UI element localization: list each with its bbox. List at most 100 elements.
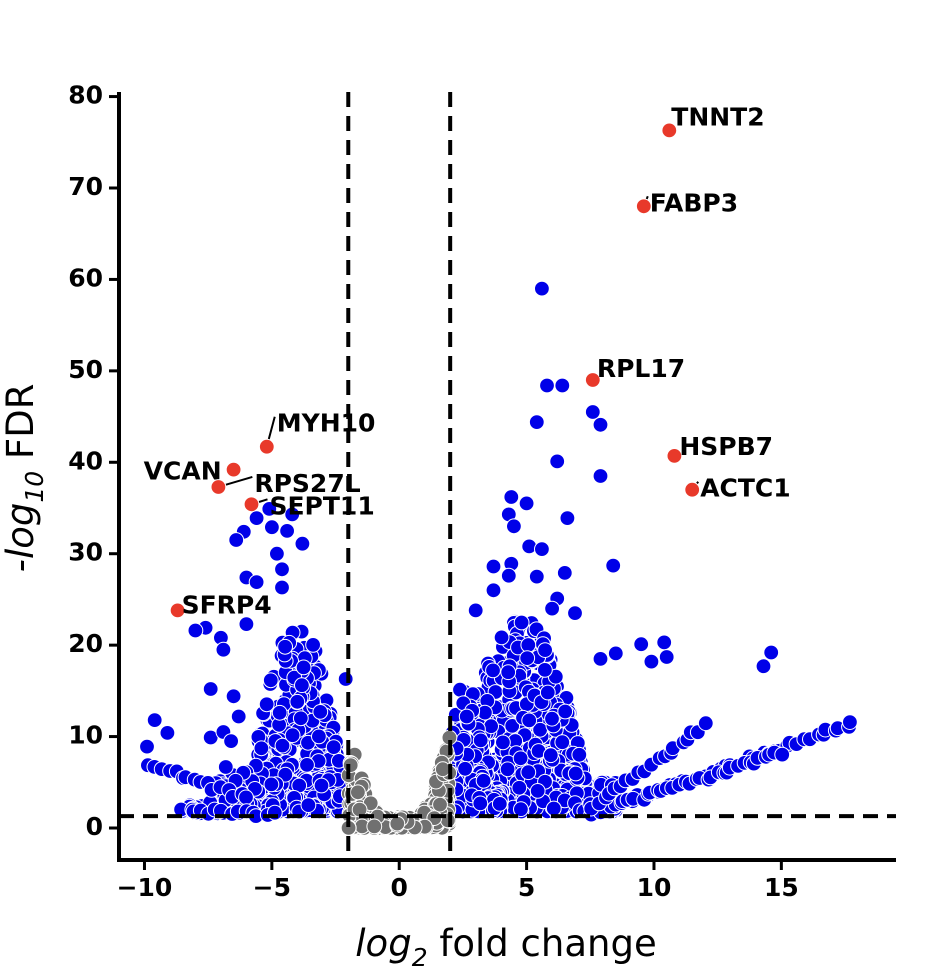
significant-point bbox=[277, 638, 294, 655]
significant-point bbox=[305, 637, 322, 653]
significant-point bbox=[261, 501, 278, 517]
significant-point bbox=[512, 750, 529, 767]
highlighted-gene-point bbox=[635, 198, 652, 215]
significant-point bbox=[556, 565, 573, 581]
significant-point bbox=[485, 662, 501, 679]
significant-point bbox=[279, 523, 296, 539]
significant-point bbox=[274, 561, 290, 578]
threshold-lines bbox=[119, 92, 896, 860]
significant-point bbox=[230, 708, 247, 725]
significant-point bbox=[215, 641, 232, 658]
significant-point bbox=[529, 783, 546, 799]
points-layer bbox=[139, 280, 858, 836]
significant-point bbox=[500, 664, 517, 681]
significant-point bbox=[559, 510, 576, 526]
significant-point bbox=[500, 567, 517, 584]
significant-point bbox=[521, 538, 538, 555]
x-tick-label: 5 bbox=[518, 873, 535, 902]
significant-point bbox=[503, 489, 520, 505]
significant-point bbox=[557, 703, 574, 720]
gene-label: FABP3 bbox=[650, 188, 738, 217]
highlighted-gene-point bbox=[661, 122, 678, 139]
significant-point bbox=[658, 649, 675, 665]
significant-point bbox=[567, 765, 584, 782]
y-tick-label: 20 bbox=[68, 629, 103, 658]
significant-point bbox=[458, 708, 475, 725]
significant-point bbox=[483, 718, 500, 735]
significant-point bbox=[528, 568, 545, 585]
significant-point bbox=[544, 600, 560, 617]
significant-point bbox=[528, 414, 545, 431]
significant-point bbox=[519, 650, 536, 666]
significant-point bbox=[513, 801, 529, 818]
significant-point bbox=[159, 725, 176, 741]
x-tick-label: −10 bbox=[117, 873, 173, 902]
significant-point bbox=[592, 468, 609, 484]
nonsignificant-point bbox=[342, 757, 359, 773]
significant-point bbox=[534, 541, 550, 557]
significant-point bbox=[217, 759, 234, 775]
highlighted-gene-point bbox=[169, 602, 186, 619]
significant-point bbox=[475, 772, 492, 789]
significant-point bbox=[571, 746, 588, 763]
significant-point bbox=[238, 789, 254, 806]
significant-point bbox=[539, 684, 556, 701]
significant-point bbox=[300, 797, 317, 813]
y-axis-title-sub: 10 bbox=[20, 471, 49, 503]
y-tick-label: 80 bbox=[68, 81, 103, 110]
significant-point bbox=[842, 714, 858, 730]
significant-point bbox=[472, 795, 489, 812]
y-tick-label: 50 bbox=[68, 355, 103, 384]
gene-label: ACTC1 bbox=[700, 474, 791, 503]
x-axis-title-sub: 2 bbox=[412, 943, 428, 972]
significant-point bbox=[549, 453, 566, 470]
significant-point bbox=[289, 693, 306, 710]
significant-point bbox=[262, 672, 279, 689]
nonsignificant-point bbox=[366, 818, 383, 835]
highlighted-gene-point bbox=[684, 481, 701, 498]
gene-label: MYH10 bbox=[277, 409, 376, 438]
axes: −10 −5 0 5 10 15 0 10 20 30 40 50 60 70 80 bbox=[68, 81, 896, 902]
highlighted-gene-point bbox=[258, 438, 275, 455]
significant-point bbox=[495, 734, 511, 751]
significant-point bbox=[294, 535, 311, 552]
significant-point bbox=[537, 642, 553, 658]
significant-point bbox=[299, 757, 315, 773]
x-tick-label: 10 bbox=[637, 873, 672, 902]
nonsignificant-point bbox=[434, 761, 451, 778]
gene-label: SFRP4 bbox=[182, 590, 272, 619]
significant-point bbox=[223, 733, 240, 749]
significant-point bbox=[294, 677, 310, 694]
significant-point bbox=[258, 696, 275, 713]
significant-point bbox=[274, 579, 290, 596]
gene-label: HSPB7 bbox=[679, 432, 773, 461]
y-tick-label: 0 bbox=[86, 812, 103, 841]
significant-point bbox=[534, 280, 550, 297]
gene-label: SEPT11 bbox=[269, 491, 374, 520]
significant-point bbox=[554, 734, 571, 751]
significant-point bbox=[605, 557, 622, 574]
gene-label: TNNT2 bbox=[671, 102, 764, 131]
significant-point bbox=[520, 637, 537, 653]
highlighted-gene-point bbox=[666, 448, 683, 464]
significant-point bbox=[472, 732, 489, 749]
significant-point bbox=[643, 653, 660, 670]
significant-point bbox=[274, 737, 291, 754]
significant-point bbox=[467, 602, 484, 619]
significant-point bbox=[656, 634, 673, 651]
significant-point bbox=[248, 574, 265, 590]
significant-point bbox=[545, 800, 562, 817]
highlighted-gene-point bbox=[584, 372, 601, 388]
significant-point bbox=[504, 718, 521, 734]
x-axis-title: log2 fold change bbox=[355, 922, 656, 972]
significant-point bbox=[263, 776, 280, 793]
highlighted-gene-point bbox=[243, 496, 260, 513]
x-tick-label: −5 bbox=[253, 873, 291, 902]
significant-point bbox=[567, 605, 583, 621]
y-tick-label: 40 bbox=[68, 446, 103, 475]
significant-point bbox=[238, 616, 255, 632]
significant-point bbox=[697, 715, 714, 732]
significant-point bbox=[537, 662, 553, 678]
significant-point bbox=[513, 614, 530, 631]
